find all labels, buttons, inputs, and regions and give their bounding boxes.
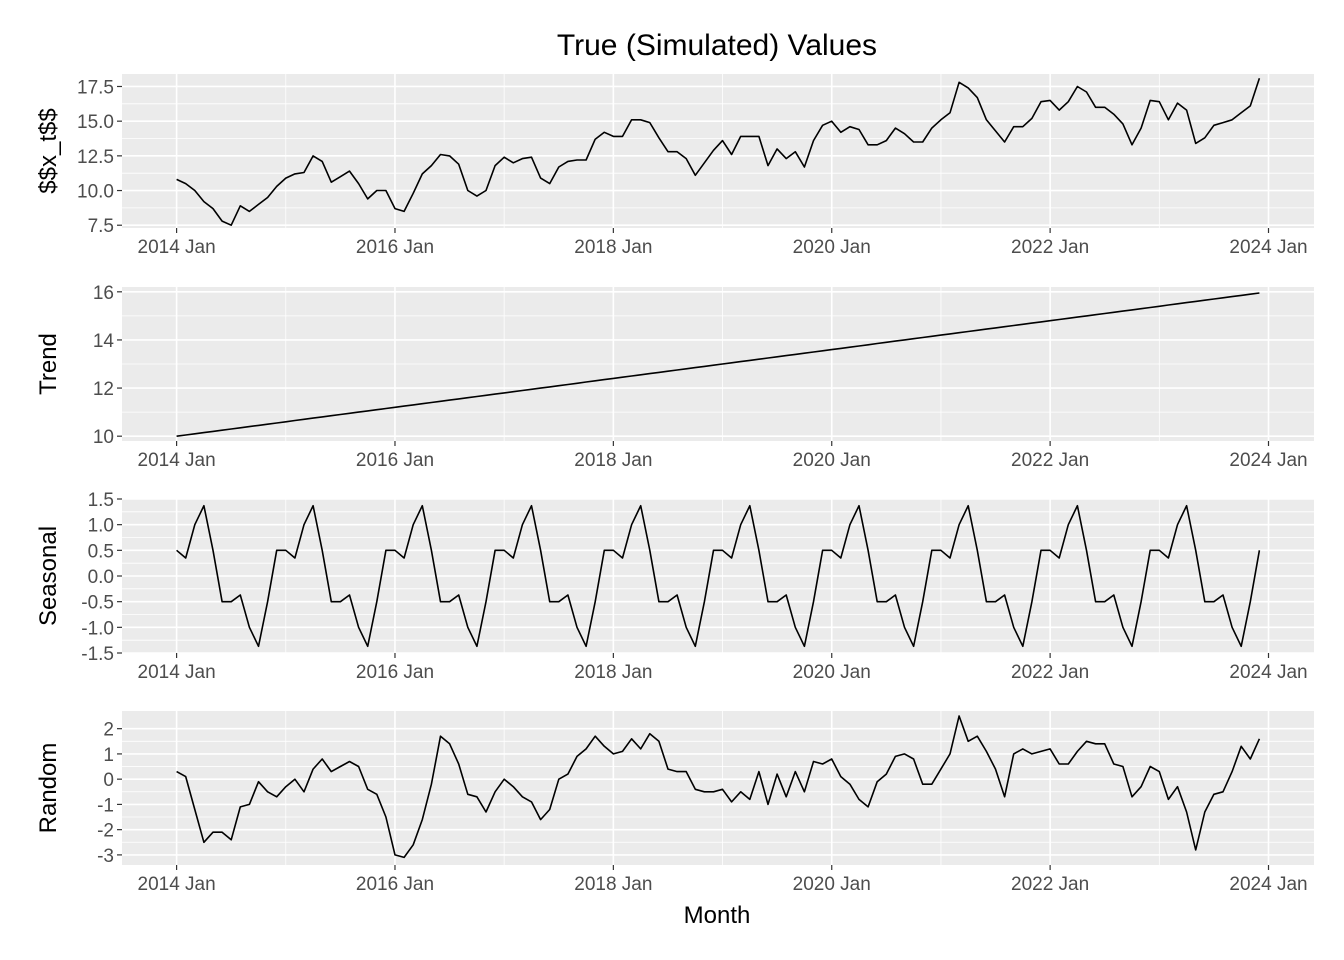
x-tick-label: 2022 Jan bbox=[1011, 874, 1089, 895]
y-axis-label: Random bbox=[35, 743, 62, 834]
x-tick-label: 2024 Jan bbox=[1229, 662, 1307, 683]
y-tick-label: -1.0 bbox=[81, 618, 114, 639]
chart-title: True (Simulated) Values bbox=[557, 29, 877, 62]
series-line bbox=[176, 292, 1260, 437]
x-tick-label: 2022 Jan bbox=[1011, 237, 1089, 258]
x-tick-label: 2024 Jan bbox=[1229, 450, 1307, 471]
series-line bbox=[176, 715, 1261, 859]
y-tick-label: 0 bbox=[103, 770, 114, 791]
x-tick-label: 2016 Jan bbox=[356, 237, 434, 258]
y-tick-label: 1.5 bbox=[88, 490, 114, 511]
y-tick-label: 16 bbox=[93, 283, 114, 304]
x-tick-label: 2016 Jan bbox=[356, 874, 434, 895]
y-axis-label: Seasonal bbox=[35, 526, 62, 626]
y-axis-label: Trend bbox=[35, 333, 62, 395]
y-tick-label: 12.5 bbox=[77, 147, 114, 168]
panel-background bbox=[122, 711, 1314, 865]
x-tick-label: 2018 Jan bbox=[574, 237, 652, 258]
y-tick-label: -3 bbox=[97, 846, 114, 867]
y-tick-label: 10 bbox=[93, 427, 114, 448]
y-tick-label: 12 bbox=[93, 379, 114, 400]
x-tick-label: 2020 Jan bbox=[793, 450, 871, 471]
x-tick-label: 2016 Jan bbox=[356, 450, 434, 471]
y-tick-label: 0.0 bbox=[88, 567, 114, 588]
y-tick-label: 2 bbox=[103, 720, 114, 741]
y-tick-label: 0.5 bbox=[88, 541, 114, 562]
x-tick-label: 2018 Jan bbox=[574, 662, 652, 683]
panel-background bbox=[122, 74, 1314, 228]
y-tick-label: 1 bbox=[103, 745, 114, 766]
series-line bbox=[176, 77, 1261, 226]
x-tick-label: 2018 Jan bbox=[574, 450, 652, 471]
x-tick-label: 2014 Jan bbox=[138, 662, 216, 683]
x-tick-label: 2014 Jan bbox=[138, 874, 216, 895]
y-tick-label: 17.5 bbox=[77, 77, 114, 98]
x-tick-label: 2024 Jan bbox=[1229, 237, 1307, 258]
panel-1: 7.5 10.0 12.5 15.0 17.5 2014 Jan 2016 Jan 2018 … bbox=[35, 74, 1314, 258]
y-tick-label: 14 bbox=[93, 331, 115, 352]
x-tick-label: 2022 Jan bbox=[1011, 450, 1089, 471]
x-tick-label: 2014 Jan bbox=[138, 237, 216, 258]
panel-3: -1.5 -1.0 -0.5 0.0 0.5 1.0 1.5 2014 Jan 2016 Jan… bbox=[35, 490, 1314, 683]
x-tick-label: 2014 Jan bbox=[138, 450, 216, 471]
y-tick-label: -1 bbox=[97, 795, 114, 816]
x-tick-label: 2024 Jan bbox=[1229, 874, 1307, 895]
x-tick-label: 2020 Jan bbox=[793, 237, 871, 258]
series-line bbox=[176, 504, 1261, 648]
y-tick-label: 10.0 bbox=[77, 182, 114, 203]
x-tick-label: 2016 Jan bbox=[356, 662, 434, 683]
y-tick-label: 1.0 bbox=[88, 516, 114, 537]
y-tick-label: -0.5 bbox=[81, 593, 114, 614]
y-tick-label: -1.5 bbox=[81, 644, 114, 665]
y-axis-label: $$x_t$$ bbox=[35, 108, 62, 193]
x-tick-label: 2018 Jan bbox=[574, 874, 652, 895]
x-tick-label: 2022 Jan bbox=[1011, 662, 1089, 683]
y-tick-label: -2 bbox=[97, 821, 114, 842]
x-axis-label: Month bbox=[684, 902, 751, 929]
panel-4: -3 -2 -1 0 1 2 2014 Jan 2016 Jan 2018 Jan 2020 Ja… bbox=[35, 711, 1314, 895]
y-tick-label: 7.5 bbox=[88, 216, 114, 237]
x-tick-label: 2020 Jan bbox=[793, 874, 871, 895]
y-tick-label: 15.0 bbox=[77, 112, 114, 133]
x-tick-label: 2020 Jan bbox=[793, 662, 871, 683]
panel-2: 10 12 14 16 2014 Jan 2016 Jan 2018 Jan 2020 Jan… bbox=[35, 283, 1314, 471]
